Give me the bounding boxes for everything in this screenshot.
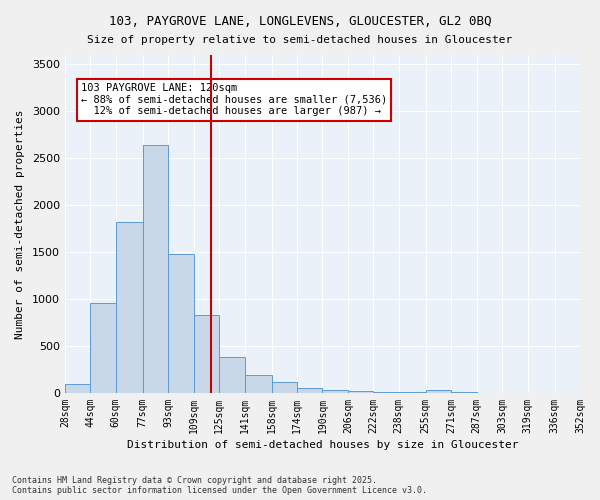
- Bar: [373, 392, 399, 393]
- Y-axis label: Number of semi-detached properties: Number of semi-detached properties: [15, 109, 25, 338]
- Bar: [91, 303, 116, 393]
- Bar: [143, 145, 168, 393]
- Text: Contains HM Land Registry data © Crown copyright and database right 2025.
Contai: Contains HM Land Registry data © Crown c…: [12, 476, 427, 495]
- Bar: [116, 222, 143, 393]
- Bar: [297, 388, 322, 393]
- Bar: [194, 315, 219, 393]
- X-axis label: Distribution of semi-detached houses by size in Gloucester: Distribution of semi-detached houses by …: [127, 440, 518, 450]
- Bar: [348, 390, 373, 393]
- Bar: [272, 382, 297, 393]
- Text: Size of property relative to semi-detached houses in Gloucester: Size of property relative to semi-detach…: [88, 35, 512, 45]
- Bar: [65, 384, 91, 393]
- Bar: [219, 358, 245, 393]
- Text: 103, PAYGROVE LANE, LONGLEVENS, GLOUCESTER, GL2 0BQ: 103, PAYGROVE LANE, LONGLEVENS, GLOUCEST…: [109, 15, 491, 28]
- Bar: [426, 390, 451, 393]
- Bar: [245, 375, 272, 393]
- Bar: [322, 390, 348, 393]
- Bar: [168, 254, 194, 393]
- Text: 103 PAYGROVE LANE: 120sqm
← 88% of semi-detached houses are smaller (7,536)
  12: 103 PAYGROVE LANE: 120sqm ← 88% of semi-…: [81, 83, 387, 116]
